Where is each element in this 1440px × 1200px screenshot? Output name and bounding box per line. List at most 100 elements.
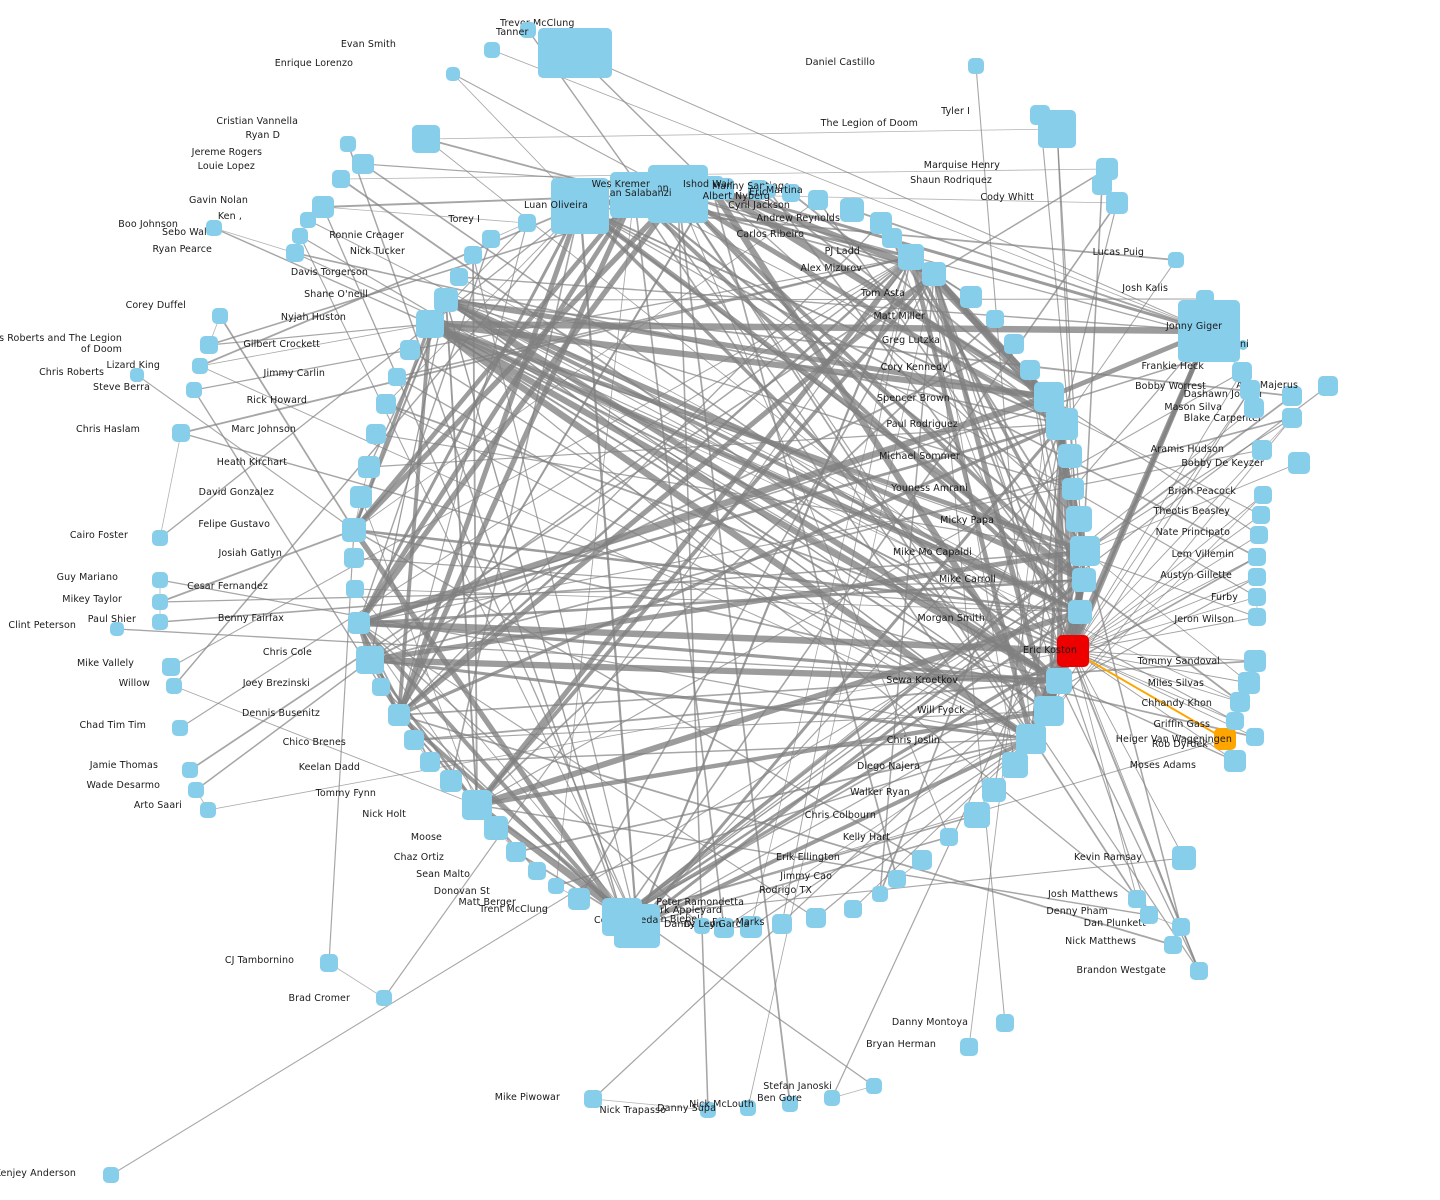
graph-node[interactable] xyxy=(420,752,440,772)
graph-node[interactable] xyxy=(312,196,334,218)
graph-node[interactable] xyxy=(1128,890,1146,908)
graph-node[interactable] xyxy=(694,918,710,934)
graph-node[interactable] xyxy=(960,1038,978,1056)
graph-node[interactable] xyxy=(898,244,924,270)
graph-node[interactable] xyxy=(1190,962,1208,980)
graph-node[interactable] xyxy=(1004,334,1024,354)
graph-node[interactable] xyxy=(110,622,124,636)
graph-node[interactable] xyxy=(352,154,374,174)
graph-node[interactable] xyxy=(968,58,984,74)
graph-node[interactable] xyxy=(416,310,444,338)
graph-node[interactable] xyxy=(186,382,202,398)
graph-node[interactable] xyxy=(1062,478,1084,500)
graph-node[interactable] xyxy=(484,42,500,58)
graph-node[interactable] xyxy=(388,368,406,386)
graph-node[interactable] xyxy=(1168,252,1184,268)
graph-node[interactable] xyxy=(922,262,946,286)
graph-node[interactable] xyxy=(404,730,424,750)
graph-node[interactable] xyxy=(1034,382,1064,412)
graph-node[interactable] xyxy=(182,762,198,778)
graph-node[interactable] xyxy=(888,870,906,888)
graph-node[interactable] xyxy=(484,816,508,840)
graph-node[interactable] xyxy=(464,246,482,264)
graph-node[interactable] xyxy=(440,770,462,792)
graph-node[interactable] xyxy=(1068,600,1092,624)
graph-node[interactable] xyxy=(808,190,828,210)
graph-node[interactable] xyxy=(1246,728,1264,746)
graph-node[interactable] xyxy=(1254,486,1272,504)
graph-node[interactable] xyxy=(200,802,216,818)
graph-node[interactable] xyxy=(1066,506,1092,532)
graph-node[interactable] xyxy=(1252,440,1272,460)
graph-node[interactable] xyxy=(520,22,536,38)
graph-node[interactable] xyxy=(152,614,168,630)
graph-node[interactable] xyxy=(172,424,190,442)
graph-node[interactable] xyxy=(1092,175,1112,195)
graph-node[interactable] xyxy=(940,828,958,846)
graph-node[interactable] xyxy=(548,878,564,894)
graph-node[interactable] xyxy=(356,646,384,674)
graph-node[interactable] xyxy=(292,228,308,244)
graph-node[interactable] xyxy=(162,658,180,676)
graph-node[interactable] xyxy=(376,394,396,414)
graph-node[interactable] xyxy=(1172,846,1196,870)
graph-node[interactable] xyxy=(1106,192,1128,214)
graph-node[interactable] xyxy=(912,850,932,870)
graph-node[interactable] xyxy=(1248,568,1266,586)
graph-node[interactable] xyxy=(518,214,536,232)
graph-node[interactable] xyxy=(882,228,902,248)
graph-node[interactable] xyxy=(1250,526,1268,544)
graph-node[interactable] xyxy=(824,1090,840,1106)
graph-node[interactable] xyxy=(348,612,370,634)
graph-node[interactable] xyxy=(551,178,609,234)
graph-node[interactable] xyxy=(782,184,800,202)
graph-node[interactable] xyxy=(320,954,338,972)
graph-node[interactable] xyxy=(206,220,222,236)
graph-node[interactable] xyxy=(1196,290,1214,308)
graph-node[interactable] xyxy=(446,67,460,81)
graph-node[interactable] xyxy=(1057,635,1089,667)
graph-node[interactable] xyxy=(1038,110,1076,148)
graph-node[interactable] xyxy=(340,136,356,152)
graph-node[interactable] xyxy=(1020,360,1040,380)
graph-node[interactable] xyxy=(714,918,734,938)
graph-node[interactable] xyxy=(152,594,168,610)
graph-node[interactable] xyxy=(200,336,218,354)
graph-node[interactable] xyxy=(1244,398,1264,418)
graph-node[interactable] xyxy=(1238,672,1260,694)
graph-node[interactable] xyxy=(528,862,546,880)
graph-node[interactable] xyxy=(538,28,612,78)
graph-node[interactable] xyxy=(866,1078,882,1094)
graph-node[interactable] xyxy=(344,548,364,568)
graph-node[interactable] xyxy=(1238,340,1248,350)
graph-node[interactable] xyxy=(1070,536,1100,566)
graph-node[interactable] xyxy=(1140,906,1158,924)
graph-node[interactable] xyxy=(366,424,386,444)
graph-node[interactable] xyxy=(610,172,658,218)
graph-node[interactable] xyxy=(346,580,364,598)
graph-node[interactable] xyxy=(192,358,208,374)
graph-node[interactable] xyxy=(462,790,492,820)
graph-node[interactable] xyxy=(1096,158,1118,180)
graph-node[interactable] xyxy=(1252,506,1270,524)
graph-node[interactable] xyxy=(1248,548,1266,566)
graph-node[interactable] xyxy=(584,1090,602,1108)
graph-node[interactable] xyxy=(700,1102,716,1118)
graph-node[interactable] xyxy=(152,572,168,588)
graph-node[interactable] xyxy=(602,898,642,936)
graph-node[interactable] xyxy=(450,268,468,286)
graph-node[interactable] xyxy=(400,340,420,360)
graph-node[interactable] xyxy=(1046,668,1072,694)
graph-node[interactable] xyxy=(840,198,864,222)
graph-node[interactable] xyxy=(1072,568,1096,592)
graph-node[interactable] xyxy=(1282,408,1302,428)
graph-node[interactable] xyxy=(782,1096,798,1112)
graph-node[interactable] xyxy=(1046,408,1078,440)
graph-node[interactable] xyxy=(332,170,350,188)
graph-node[interactable] xyxy=(1002,752,1028,778)
graph-node[interactable] xyxy=(188,782,204,798)
graph-node[interactable] xyxy=(1214,728,1236,750)
graph-node[interactable] xyxy=(568,888,590,910)
graph-node[interactable] xyxy=(844,900,862,918)
